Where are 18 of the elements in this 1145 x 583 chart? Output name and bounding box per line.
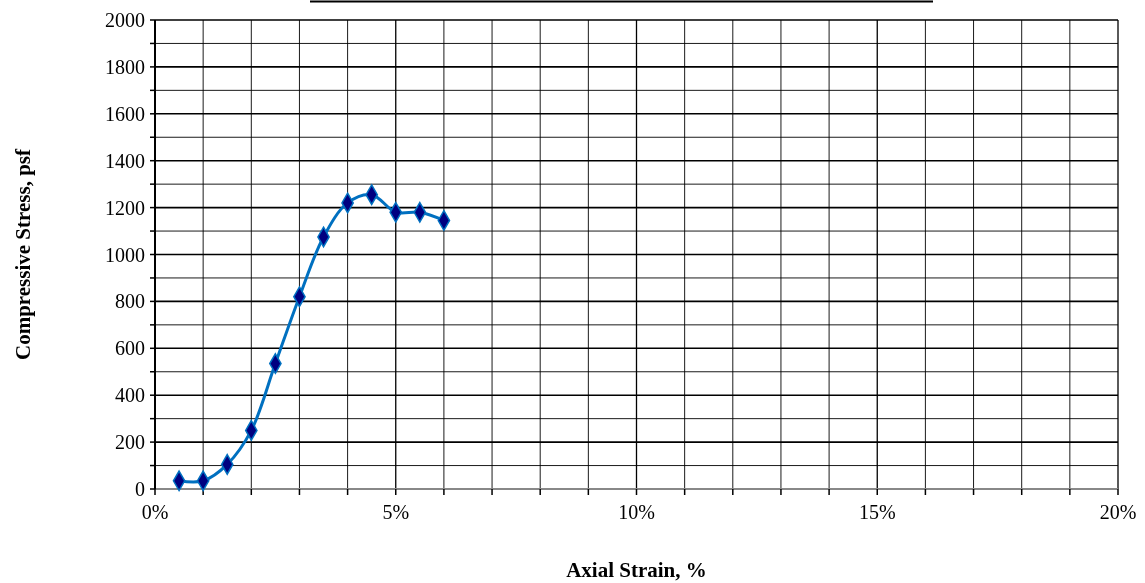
y-tick-label: 800 — [115, 290, 145, 313]
y-tick-label: 0 — [135, 478, 145, 500]
x-tick-label: 20% — [1099, 501, 1137, 523]
y-axis-title: Compressive Stress, psf — [11, 148, 35, 360]
x-axis-title: Axial Strain, % — [566, 558, 707, 582]
x-tick-label: 15% — [858, 501, 896, 523]
x-tick-label: 10% — [618, 501, 655, 523]
y-tick-label: 1600 — [105, 102, 145, 125]
y-tick-label: 1000 — [105, 243, 145, 266]
y-tick-label: 1400 — [105, 149, 145, 172]
x-tick-label: 5% — [382, 501, 410, 523]
y-tick-label: 1200 — [105, 196, 145, 219]
y-tick-label: 1800 — [105, 55, 145, 78]
y-tick-label: 400 — [115, 384, 145, 407]
y-tick-label: 200 — [115, 431, 145, 454]
y-tick-label: 600 — [115, 337, 145, 360]
x-tick-label: 0% — [141, 501, 169, 523]
y-tick-label: 2000 — [105, 9, 145, 31]
